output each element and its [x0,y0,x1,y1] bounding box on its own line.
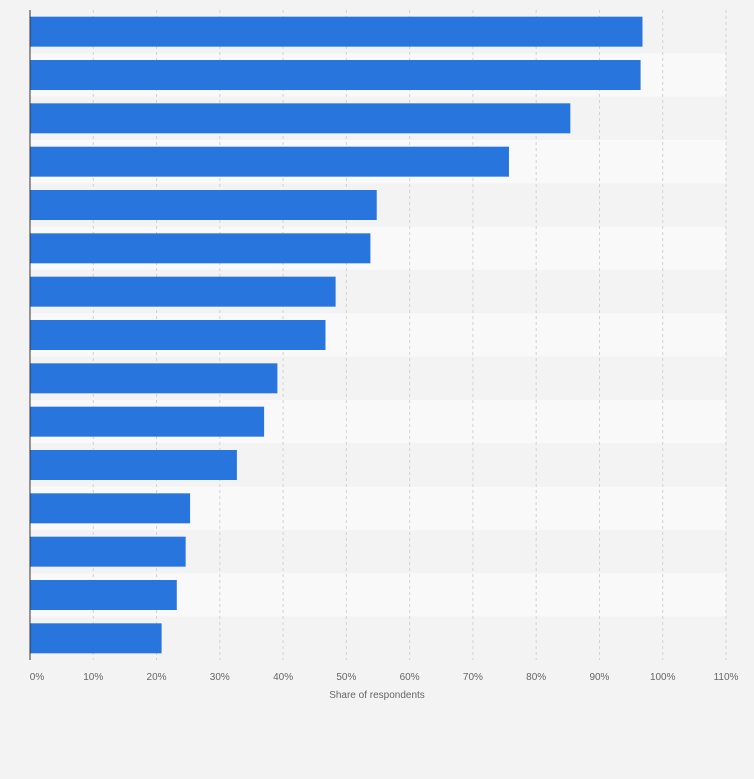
bar [30,146,509,177]
x-tick-labels: 0% 10% 20% 30% 40% 50% 60% 70% 80% 90% 100% 110% [30,672,739,683]
bars [30,16,643,654]
bar [30,450,237,480]
bar [30,406,265,437]
x-tick-label: 40% [273,672,293,683]
bar [30,276,336,307]
bar [30,190,377,220]
bar [30,60,641,90]
bar [30,363,278,394]
x-tick-label: 80% [526,672,546,683]
bar [30,103,571,134]
x-tick-label: 0% [30,672,45,683]
x-tick-label: 20% [147,672,167,683]
bar [30,536,186,567]
x-tick-label: 60% [400,672,420,683]
x-tick-label: 10% [83,672,103,683]
bar [30,16,643,47]
bar [30,580,177,610]
bar [30,320,326,350]
x-axis-title: Share of respondents [329,690,425,701]
x-tick-label: 70% [463,672,483,683]
x-tick-label: 110% [714,672,739,683]
bar [30,623,162,654]
x-tick-label: 50% [336,672,356,683]
x-tick-label: 30% [210,672,230,683]
x-tick-label: 100% [650,672,676,683]
bar [30,233,371,264]
x-tick-label: 90% [589,672,609,683]
bar [30,493,191,524]
